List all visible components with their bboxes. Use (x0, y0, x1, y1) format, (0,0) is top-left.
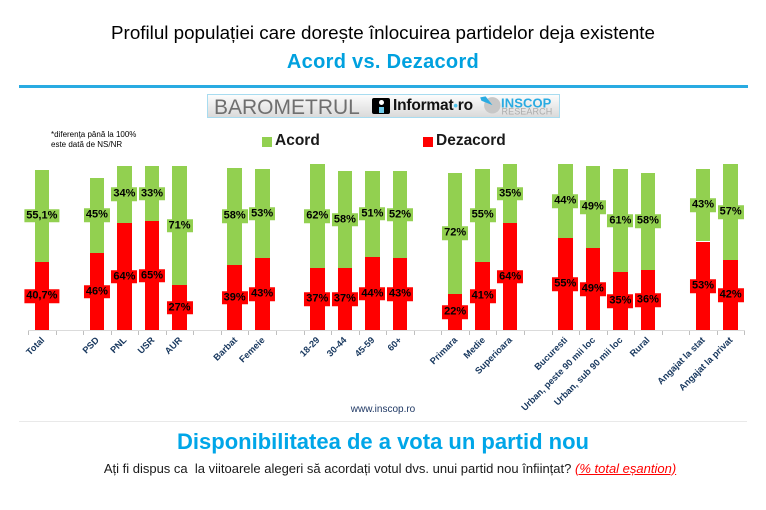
svg-text:RESEARCH: RESEARCH (502, 106, 553, 116)
svg-text:INSCOP: INSCOP (501, 96, 552, 110)
